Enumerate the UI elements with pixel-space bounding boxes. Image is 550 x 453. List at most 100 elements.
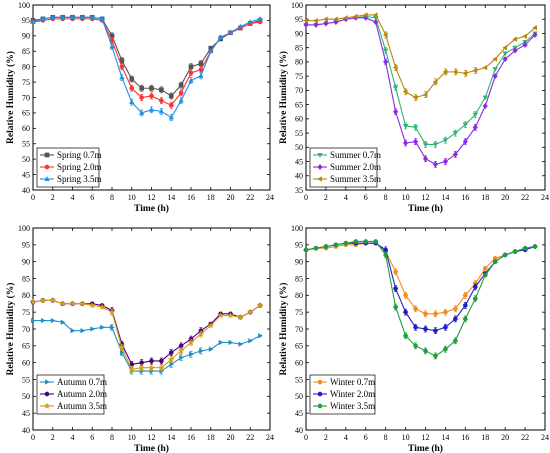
data-point [70, 327, 76, 334]
y-tick-label: 40 [295, 172, 303, 181]
data-point [149, 368, 155, 374]
x-tick-label: 12 [148, 433, 156, 442]
legend-marker [44, 152, 50, 158]
data-point [237, 23, 244, 29]
data-point [238, 341, 244, 347]
x-tick-label: 2 [324, 193, 328, 202]
data-point [422, 91, 428, 98]
data-point [99, 15, 105, 21]
x-axis-label: Time (h) [408, 443, 443, 453]
x-tick-label: 8 [110, 193, 114, 202]
data-point [246, 308, 254, 316]
data-point [208, 346, 214, 352]
data-point [60, 319, 66, 326]
data-point [442, 69, 448, 75]
data-point [207, 321, 215, 329]
legend: Winter 0.7m Winter 2.0m Winter 3.5m [309, 374, 376, 415]
data-point [129, 99, 135, 105]
data-point [188, 70, 194, 76]
data-point [453, 316, 458, 322]
data-point [187, 338, 195, 346]
y-tick-label: 80 [22, 291, 30, 300]
data-point [256, 301, 264, 309]
data-point [129, 85, 135, 91]
y-tick-label: 60 [22, 124, 30, 133]
data-point [138, 109, 145, 115]
data-point [423, 326, 428, 332]
x-tick-label: 2 [51, 193, 55, 202]
data-point [227, 29, 234, 35]
series-1 [303, 14, 538, 148]
data-point [108, 308, 116, 316]
data-point [30, 19, 36, 24]
data-point [217, 311, 225, 319]
data-point [472, 67, 478, 74]
y-tick-label: 70 [22, 93, 30, 102]
x-tick-label: 4 [71, 193, 75, 202]
series-line [33, 320, 261, 372]
data-point [442, 158, 449, 165]
data-point [382, 32, 388, 38]
y-tick-label: 70 [22, 325, 30, 334]
data-point [462, 70, 468, 77]
data-point [29, 298, 37, 306]
x-tick-label: 24 [541, 433, 549, 442]
data-point [482, 64, 488, 71]
x-tick-label: 0 [31, 193, 35, 202]
x-axis-label: Time (h) [134, 203, 169, 214]
data-point [88, 301, 96, 309]
data-point [522, 245, 528, 251]
data-point [148, 106, 155, 112]
data-point [462, 316, 468, 322]
data-point [149, 93, 154, 99]
legend-marker [43, 402, 51, 409]
data-point [392, 108, 399, 115]
y-tick-label: 75 [295, 308, 303, 317]
y-axis-label: Relative Humidity (%) [5, 51, 16, 144]
data-point [532, 25, 537, 31]
y-tick-label: 100 [18, 1, 30, 10]
data-point [303, 21, 309, 29]
data-point [90, 326, 96, 332]
x-tick-label: 10 [128, 193, 136, 202]
data-point [118, 343, 126, 351]
data-point [159, 358, 164, 364]
data-point [313, 21, 319, 29]
legend-label: Summer 2.0m [330, 162, 381, 172]
data-point [198, 61, 204, 66]
legend-marker [317, 153, 323, 158]
series-2 [303, 14, 538, 168]
legend-label: Autumn 2.0m [57, 389, 107, 399]
data-point [139, 95, 144, 100]
data-point [482, 102, 488, 110]
data-point [422, 142, 429, 148]
y-tick-label: 95 [22, 241, 30, 250]
data-point [362, 12, 368, 18]
y-tick-label: 55 [295, 129, 303, 138]
legend-label: Summer 0.7m [330, 150, 381, 160]
data-point [257, 15, 263, 21]
y-tick-label: 50 [22, 155, 30, 164]
y-tick-label: 40 [22, 186, 30, 195]
data-point [178, 82, 184, 88]
data-point [512, 47, 518, 54]
y-tick-label: 55 [22, 140, 30, 149]
y-tick-label: 95 [22, 16, 30, 25]
x-tick-label: 14 [441, 433, 449, 442]
x-tick-label: 2 [51, 433, 55, 442]
series-line [32, 16, 261, 97]
x-tick-label: 8 [384, 193, 388, 202]
series-line [306, 17, 536, 165]
data-point [502, 55, 508, 63]
data-point [188, 77, 194, 83]
data-point [323, 244, 329, 249]
x-tick-label: 24 [266, 433, 274, 442]
x-tick-label: 12 [148, 193, 156, 202]
data-point [168, 102, 174, 108]
data-point [522, 33, 528, 40]
data-point [412, 125, 419, 131]
series-2 [30, 16, 263, 109]
data-point [433, 311, 438, 317]
data-point [462, 292, 468, 298]
legend: Spring 0.7m Spring 2.0m Spring 3.5m [36, 147, 102, 188]
